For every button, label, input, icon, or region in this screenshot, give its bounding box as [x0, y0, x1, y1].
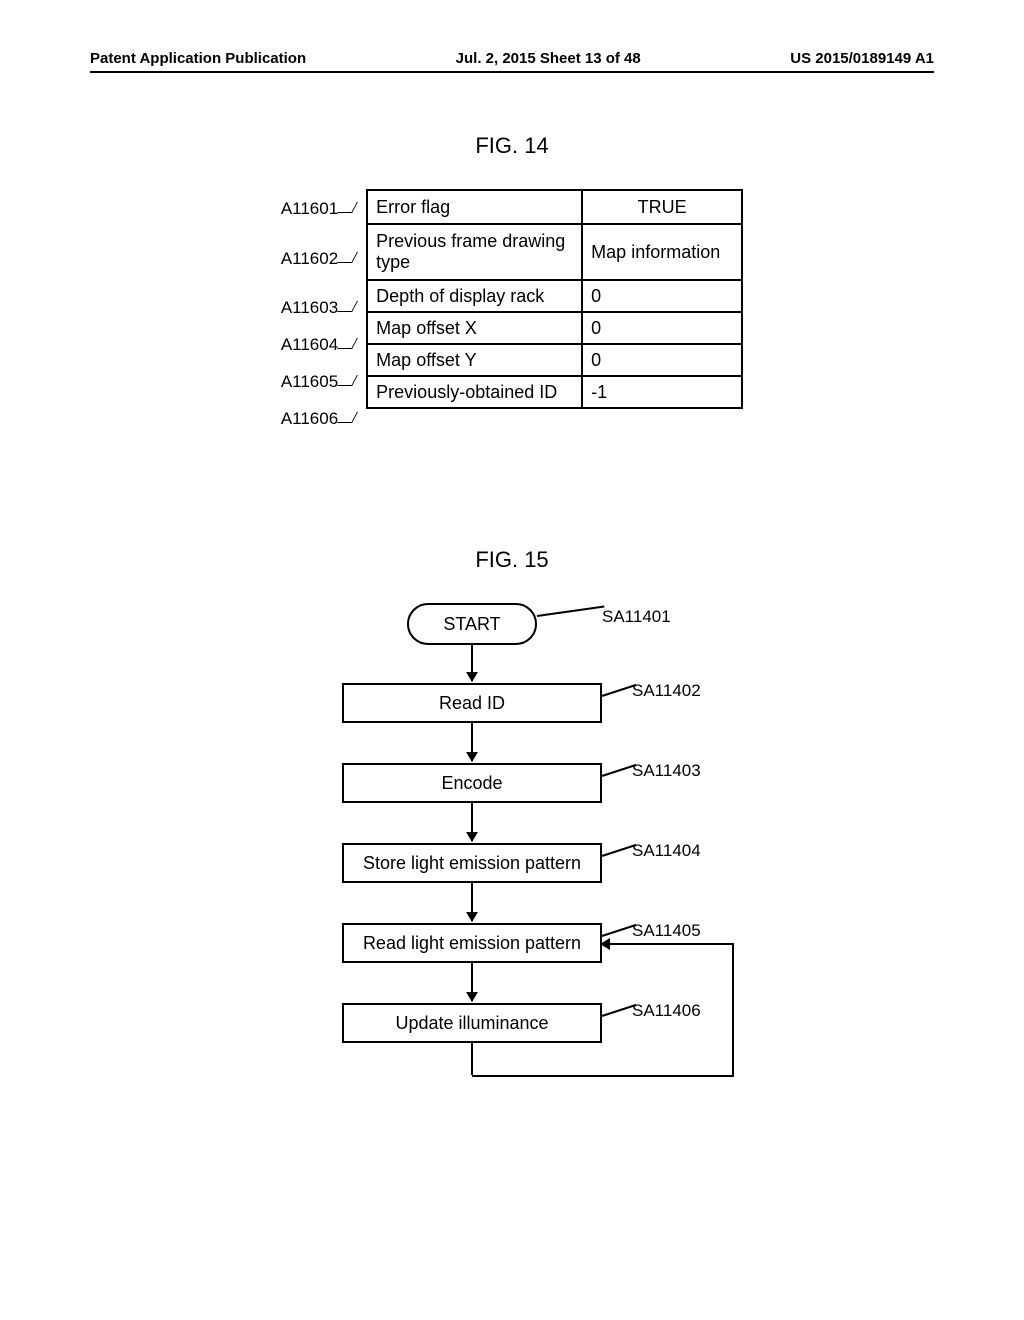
table-key: Map offset Y — [367, 344, 582, 376]
flow-arrow — [471, 1043, 473, 1075]
table-row: Previous frame drawing typeMap informati… — [367, 224, 742, 280]
table-key: Depth of display rack — [367, 280, 582, 312]
flow-arrow — [471, 645, 473, 681]
flowchart-process: Read ID — [342, 683, 602, 723]
step-reference: SA11402 — [632, 681, 701, 701]
step-reference: SA11405 — [632, 921, 701, 941]
loop-line — [472, 1075, 732, 1077]
flowchart-process: Update illuminance — [342, 1003, 602, 1043]
flow-arrow — [471, 723, 473, 761]
header-right: US 2015/0189149 A1 — [790, 50, 934, 67]
loop-line — [602, 943, 734, 945]
fig14-title: FIG. 14 — [90, 133, 934, 159]
reference-label: A11604 — [281, 326, 360, 363]
flowchart-process: Encode — [342, 763, 602, 803]
step-reference: SA11401 — [602, 607, 671, 627]
fig15-title: FIG. 15 — [90, 547, 934, 573]
table-value: TRUE — [582, 190, 742, 224]
reference-text: A11602 — [281, 249, 340, 269]
table-row: Map offset Y0 — [367, 344, 742, 376]
step-reference: SA11406 — [632, 1001, 701, 1021]
table-value: 0 — [582, 312, 742, 344]
page-header: Patent Application Publication Jul. 2, 2… — [90, 50, 934, 73]
table-row: Error flagTRUE — [367, 190, 742, 224]
reference-text: A11606 — [281, 409, 340, 429]
reference-label: A11605 — [281, 363, 360, 400]
loop-arrowhead — [600, 938, 610, 950]
reference-connector — [340, 338, 360, 352]
reference-connector — [340, 252, 360, 266]
step-reference: SA11403 — [632, 761, 701, 781]
reference-connector — [340, 375, 360, 389]
flowchart-process: Store light emission pattern — [342, 843, 602, 883]
flow-arrow — [471, 803, 473, 841]
step-reference: SA11404 — [632, 841, 701, 861]
flow-arrow — [471, 963, 473, 1001]
reference-label: A11602 — [281, 228, 360, 289]
reference-connector — [340, 412, 360, 426]
reference-text: A11604 — [281, 335, 340, 355]
reference-label: A11606 — [281, 400, 360, 437]
reference-label: A11603 — [281, 289, 360, 326]
reference-connector — [340, 202, 360, 216]
table-value: 0 — [582, 280, 742, 312]
lead-line — [537, 606, 605, 617]
reference-text: A11605 — [281, 372, 340, 392]
reference-connector — [340, 301, 360, 315]
reference-text: A11603 — [281, 298, 340, 318]
reference-text: A11601 — [281, 199, 340, 219]
table-key: Previously-obtained ID — [367, 376, 582, 408]
fig14-container: A11601 A11602 A11603 A11604 A11605 A11606 Err… — [90, 189, 934, 437]
flow-arrow — [471, 883, 473, 921]
fig15-flowchart: START SA11401 Read ID SA11402 Encode SA11403 S… — [262, 603, 762, 1163]
header-left: Patent Application Publication — [90, 50, 306, 67]
flowchart-start: START — [407, 603, 537, 645]
table-key: Error flag — [367, 190, 582, 224]
table-row: Depth of display rack0 — [367, 280, 742, 312]
table-row: Previously-obtained ID-1 — [367, 376, 742, 408]
table-key: Previous frame drawing type — [367, 224, 582, 280]
reference-label: A11601 — [281, 189, 360, 228]
flowchart-process: Read light emission pattern — [342, 923, 602, 963]
table-value: Map information — [582, 224, 742, 280]
table-key: Map offset X — [367, 312, 582, 344]
loop-line — [732, 943, 734, 1077]
table-value: -1 — [582, 376, 742, 408]
table-value: 0 — [582, 344, 742, 376]
fig14-table: Error flagTRUEPrevious frame drawing typ… — [366, 189, 743, 409]
header-center: Jul. 2, 2015 Sheet 13 of 48 — [456, 50, 641, 67]
table-row: Map offset X0 — [367, 312, 742, 344]
